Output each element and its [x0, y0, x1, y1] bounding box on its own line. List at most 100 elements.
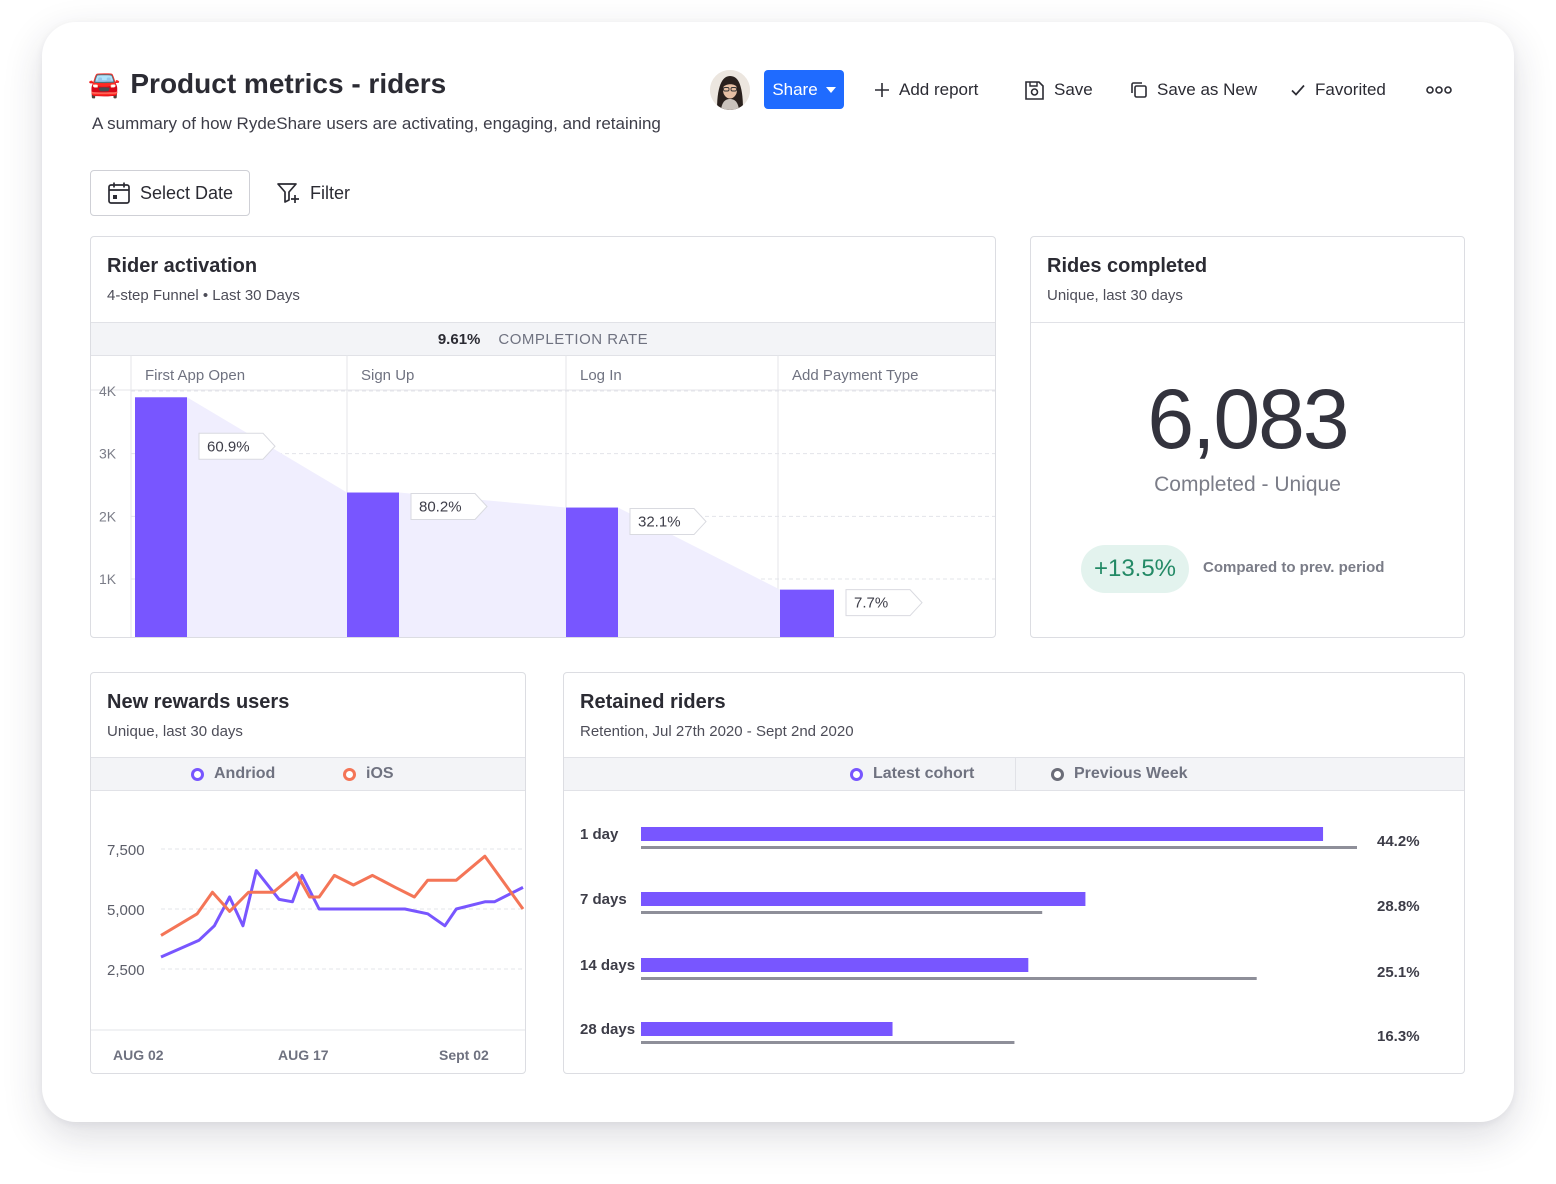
- retention-row-label: 1 day: [580, 826, 619, 843]
- calendar-icon: [108, 182, 130, 204]
- retention-row-label: 7 days: [580, 891, 627, 908]
- favorited-button[interactable]: Favorited: [1290, 78, 1386, 102]
- completion-rate-value: 9.61%: [437, 330, 481, 348]
- share-button-label: Share: [772, 79, 818, 99]
- legend-ring-icon: [343, 767, 356, 781]
- legend-divider: [1015, 758, 1016, 790]
- funnel-y-tick: 1K: [99, 571, 117, 587]
- save-disk-icon: [1025, 80, 1044, 100]
- line-y-tick: 2,500: [107, 962, 145, 979]
- funnel-bar: [566, 507, 618, 637]
- new-rewards-subtitle: Unique, last 30 days: [107, 723, 243, 740]
- more-horizontal-icon: [1426, 86, 1452, 94]
- rides-completed-value-label: Completed - Unique: [1154, 473, 1341, 496]
- retention-bar-latest: [641, 892, 1086, 906]
- funnel-conversion-tag: [198, 432, 276, 460]
- retention-row-label: 28 days: [580, 1021, 635, 1038]
- funnel-conversion-label: 60.9%: [207, 438, 250, 455]
- funnel-step-label: First App Open: [145, 367, 245, 384]
- funnel-y-tick: 4K: [99, 383, 117, 399]
- funnel-conversion-label: 80.2%: [419, 499, 462, 516]
- retention-value-label: 28.8%: [1377, 898, 1420, 915]
- funnel-step-label: Log In: [580, 367, 622, 384]
- legend-label: Latest cohort: [873, 765, 975, 782]
- funnel-chart: First App Open Sign Up Log In Add Payment T…: [91, 355, 995, 637]
- new-rewards-legend: Andriod iOS: [91, 757, 525, 791]
- filter-button[interactable]: Filter: [276, 178, 350, 208]
- line-y-tick: 5,000: [107, 902, 145, 919]
- funnel-conversion-area: [187, 397, 834, 637]
- page-title: 🚘 Product metrics - riders: [88, 68, 446, 100]
- legend-ring-icon: [191, 767, 204, 781]
- rider-activation-subtitle: 4-step Funnel • Last 30 Days: [107, 287, 300, 304]
- add-report-label: Add report: [899, 80, 979, 99]
- funnel-conversion-label: 32.1%: [638, 514, 681, 531]
- funnel-bar: [347, 492, 399, 637]
- save-label: Save: [1054, 80, 1093, 99]
- checkmark-icon: [1291, 84, 1305, 96]
- retention-value-label: 44.2%: [1377, 833, 1420, 850]
- legend-item-ios[interactable]: iOS: [343, 765, 394, 783]
- funnel-y-tick: 2K: [99, 508, 117, 524]
- favorited-label: Favorited: [1315, 80, 1386, 99]
- copy-icon: [1131, 82, 1147, 98]
- retention-bar-latest: [641, 958, 1029, 972]
- completion-rate-label: COMPLETION RATE: [498, 330, 649, 348]
- line-series-andriod: [160, 869, 524, 959]
- car-icon: 🚘: [88, 68, 121, 99]
- funnel-y-tick: 3K: [99, 446, 117, 462]
- funnel-conversion-tag: [410, 493, 488, 521]
- select-date-button[interactable]: Select Date: [90, 170, 250, 216]
- share-button[interactable]: Share: [764, 70, 844, 109]
- line-x-tick: Sept 02: [439, 1047, 489, 1063]
- funnel-step-label: Sign Up: [361, 367, 414, 384]
- page-title-text: Product metrics - riders: [130, 68, 447, 99]
- save-as-new-label: Save as New: [1157, 80, 1258, 99]
- line-x-tick: AUG 17: [278, 1047, 329, 1063]
- chevron-down-icon: [825, 86, 836, 93]
- rider-activation-card: Rider activation 4-step Funnel • Last 30…: [90, 236, 996, 638]
- legend-label: iOS: [366, 765, 394, 782]
- rewards-line-chart: 2,500 5,000 7,500 AUG 02 AUG 17 Sept 02: [91, 842, 525, 1063]
- funnel-conversion-label: 7.7%: [854, 595, 888, 612]
- card-divider: [1031, 322, 1464, 323]
- retention-bar-previous: [641, 911, 1043, 914]
- delta-badge: +13.5%: [1081, 545, 1189, 593]
- save-button[interactable]: Save: [1024, 78, 1093, 102]
- rides-completed-value: 6,083: [1147, 372, 1349, 466]
- retention-bar-chart: 1 day 44.2% 7 days 28.8% 14 days 25.1% 28 days…: [580, 826, 1420, 1045]
- line-series-ios: [160, 854, 525, 937]
- retained-riders-subtitle: Retention, Jul 27th 2020 - Sept 2nd 2020: [580, 723, 854, 740]
- line-y-tick: 7,500: [107, 842, 145, 859]
- legend-item-previous-week[interactable]: Previous Week: [1051, 765, 1188, 783]
- save-as-new-button[interactable]: Save as New: [1130, 78, 1257, 102]
- more-options-button[interactable]: [1426, 78, 1452, 102]
- rides-completed-title: Rides completed: [1047, 255, 1208, 277]
- retention-bar-previous: [641, 977, 1257, 980]
- delta-comparison-text: Compared to prev. period: [1203, 559, 1385, 576]
- rider-activation-title: Rider activation: [107, 255, 258, 277]
- user-avatar[interactable]: [710, 70, 750, 110]
- funnel-bar: [135, 397, 187, 637]
- completion-rate-band: 9.61% COMPLETION RATE: [91, 322, 995, 356]
- add-report-button[interactable]: Add report: [874, 78, 978, 102]
- legend-label: Andriod: [214, 765, 276, 782]
- funnel-bar: [780, 589, 834, 637]
- retained-riders-card: Retained riders Retention, Jul 27th 2020…: [563, 672, 1465, 1074]
- legend-item-andriod[interactable]: Andriod: [191, 765, 275, 783]
- filter-add-icon: [277, 183, 299, 203]
- retained-riders-legend: Latest cohort Previous Week: [564, 757, 1464, 791]
- retention-row-label: 14 days: [580, 957, 635, 974]
- retention-bar-previous: [641, 846, 1357, 849]
- retention-bar-latest: [641, 827, 1324, 841]
- funnel-step-label: Add Payment Type: [792, 367, 918, 384]
- retention-bar-latest: [641, 1022, 893, 1036]
- legend-item-latest-cohort[interactable]: Latest cohort: [850, 765, 974, 783]
- avatar-photo-icon: [710, 70, 750, 110]
- select-date-label: Select Date: [140, 182, 234, 203]
- retention-value-label: 16.3%: [1377, 1028, 1420, 1045]
- retention-value-label: 25.1%: [1377, 964, 1420, 981]
- new-rewards-users-card: New rewards users Unique, last 30 days A…: [90, 672, 526, 1074]
- new-rewards-title: New rewards users: [107, 691, 290, 713]
- retention-bar-previous: [641, 1041, 1015, 1044]
